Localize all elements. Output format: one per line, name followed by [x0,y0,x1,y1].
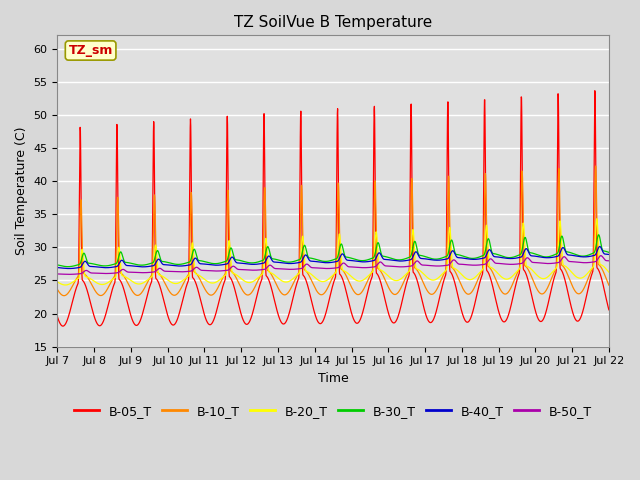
Title: TZ SoilVue B Temperature: TZ SoilVue B Temperature [234,15,432,30]
Text: TZ_sm: TZ_sm [68,44,113,57]
X-axis label: Time: Time [318,372,349,385]
Y-axis label: Soil Temperature (C): Soil Temperature (C) [15,127,28,255]
Legend: B-05_T, B-10_T, B-20_T, B-30_T, B-40_T, B-50_T: B-05_T, B-10_T, B-20_T, B-30_T, B-40_T, … [69,400,597,423]
